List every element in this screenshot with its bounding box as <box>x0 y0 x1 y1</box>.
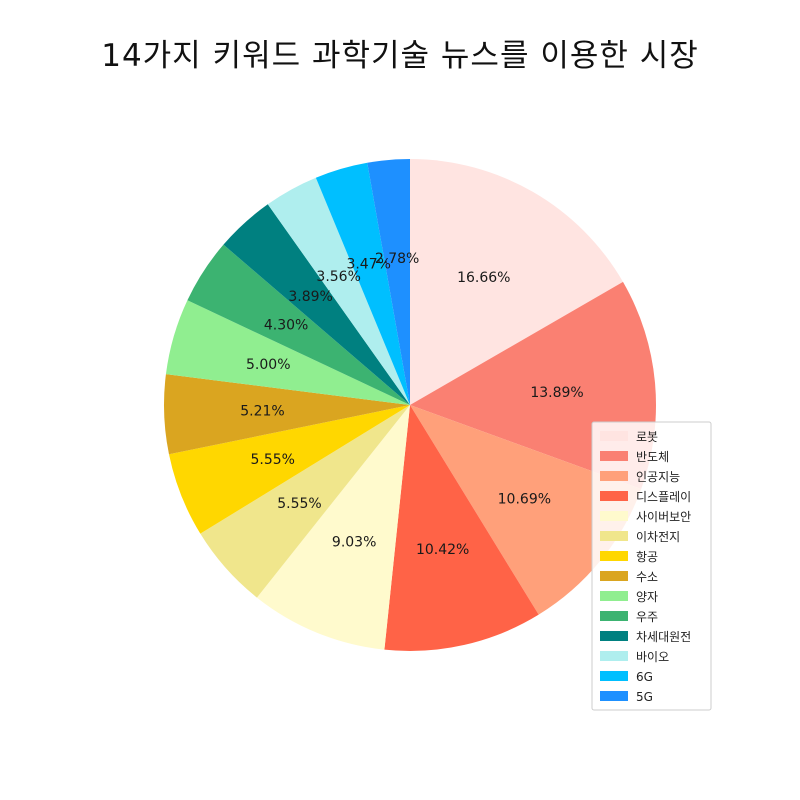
slice-percent-label: 13.89% <box>530 385 583 401</box>
pie-slice-인공지능 <box>410 405 642 615</box>
slice-percent-label: 3.56% <box>316 269 360 285</box>
legend-swatch-사이버보안 <box>600 511 628 521</box>
legend-swatch-로봇 <box>600 431 628 441</box>
legend-label: 사이버보안 <box>636 510 691 524</box>
slice-percent-label: 3.47% <box>346 256 390 272</box>
pie-slice-로봇 <box>410 159 623 405</box>
legend-swatch-차세대원전 <box>600 631 628 641</box>
legend-label: 반도체 <box>636 450 669 464</box>
legend-label: 디스플레이 <box>636 490 691 504</box>
legend-swatch-양자 <box>600 591 628 601</box>
slice-percent-label: 10.42% <box>416 542 469 558</box>
pie-slice-양자 <box>165 300 410 405</box>
pie-slice-디스플레이 <box>384 405 539 651</box>
pie-slice-차세대원전 <box>223 204 410 405</box>
pie-slice-항공 <box>168 405 410 534</box>
legend-swatch-수소 <box>600 571 628 581</box>
pie-slice-이차전지 <box>200 405 410 598</box>
legend-swatch-반도체 <box>600 451 628 461</box>
slice-percent-label: 2.78% <box>375 251 419 267</box>
legend-swatch-인공지능 <box>600 471 628 481</box>
legend-label: 인공지능 <box>636 470 680 484</box>
slice-percent-label: 4.30% <box>264 318 308 334</box>
legend-swatch-바이오 <box>600 651 628 661</box>
legend-swatch-항공 <box>600 551 628 561</box>
legend-label: 차세대원전 <box>636 630 691 644</box>
legend-label: 항공 <box>636 550 658 564</box>
legend-swatch-5g <box>600 691 628 701</box>
legend-label: 바이오 <box>636 650 669 664</box>
slice-percent-label: 5.55% <box>277 496 321 512</box>
pie-slice-바이오 <box>267 177 410 405</box>
legend-swatch-6g <box>600 671 628 681</box>
chart-title: 14가지 키워드 과학기술 뉴스를 이용한 시장 <box>101 38 699 74</box>
pie-slice-사이버보안 <box>256 405 410 650</box>
legend-label: 우주 <box>636 610 658 624</box>
legend-label: 5G <box>636 690 653 704</box>
slice-percent-label: 5.55% <box>250 452 294 468</box>
slice-percent-label: 5.00% <box>246 357 290 373</box>
percent-labels: 16.66% 13.89% 10.69% 10.42% 9.03% 5.55% 5.55% 5… <box>240 251 583 558</box>
legend-label: 로봇 <box>636 430 658 444</box>
pie-slice-6g <box>315 162 410 405</box>
legend-swatch-우주 <box>600 611 628 621</box>
slice-percent-label: 5.21% <box>240 404 284 420</box>
legend-label: 수소 <box>636 570 658 584</box>
legend-swatch-디스플레이 <box>600 491 628 501</box>
slice-percent-label: 16.66% <box>457 270 510 286</box>
pie-slice-5g <box>367 159 410 405</box>
slice-percent-label: 3.89% <box>288 289 332 305</box>
legend-frame <box>591 421 712 711</box>
slice-percent-label: 9.03% <box>332 535 376 551</box>
legend-label: 양자 <box>636 590 658 604</box>
pie-slice-우주 <box>187 244 410 405</box>
legend-label: 이차전지 <box>636 530 680 544</box>
pie-slices <box>164 159 656 651</box>
pie-slice-수소 <box>164 374 410 455</box>
legend-swatch-이차전지 <box>600 531 628 541</box>
legend-label: 6G <box>636 670 653 684</box>
slice-percent-label: 10.69% <box>498 491 551 507</box>
